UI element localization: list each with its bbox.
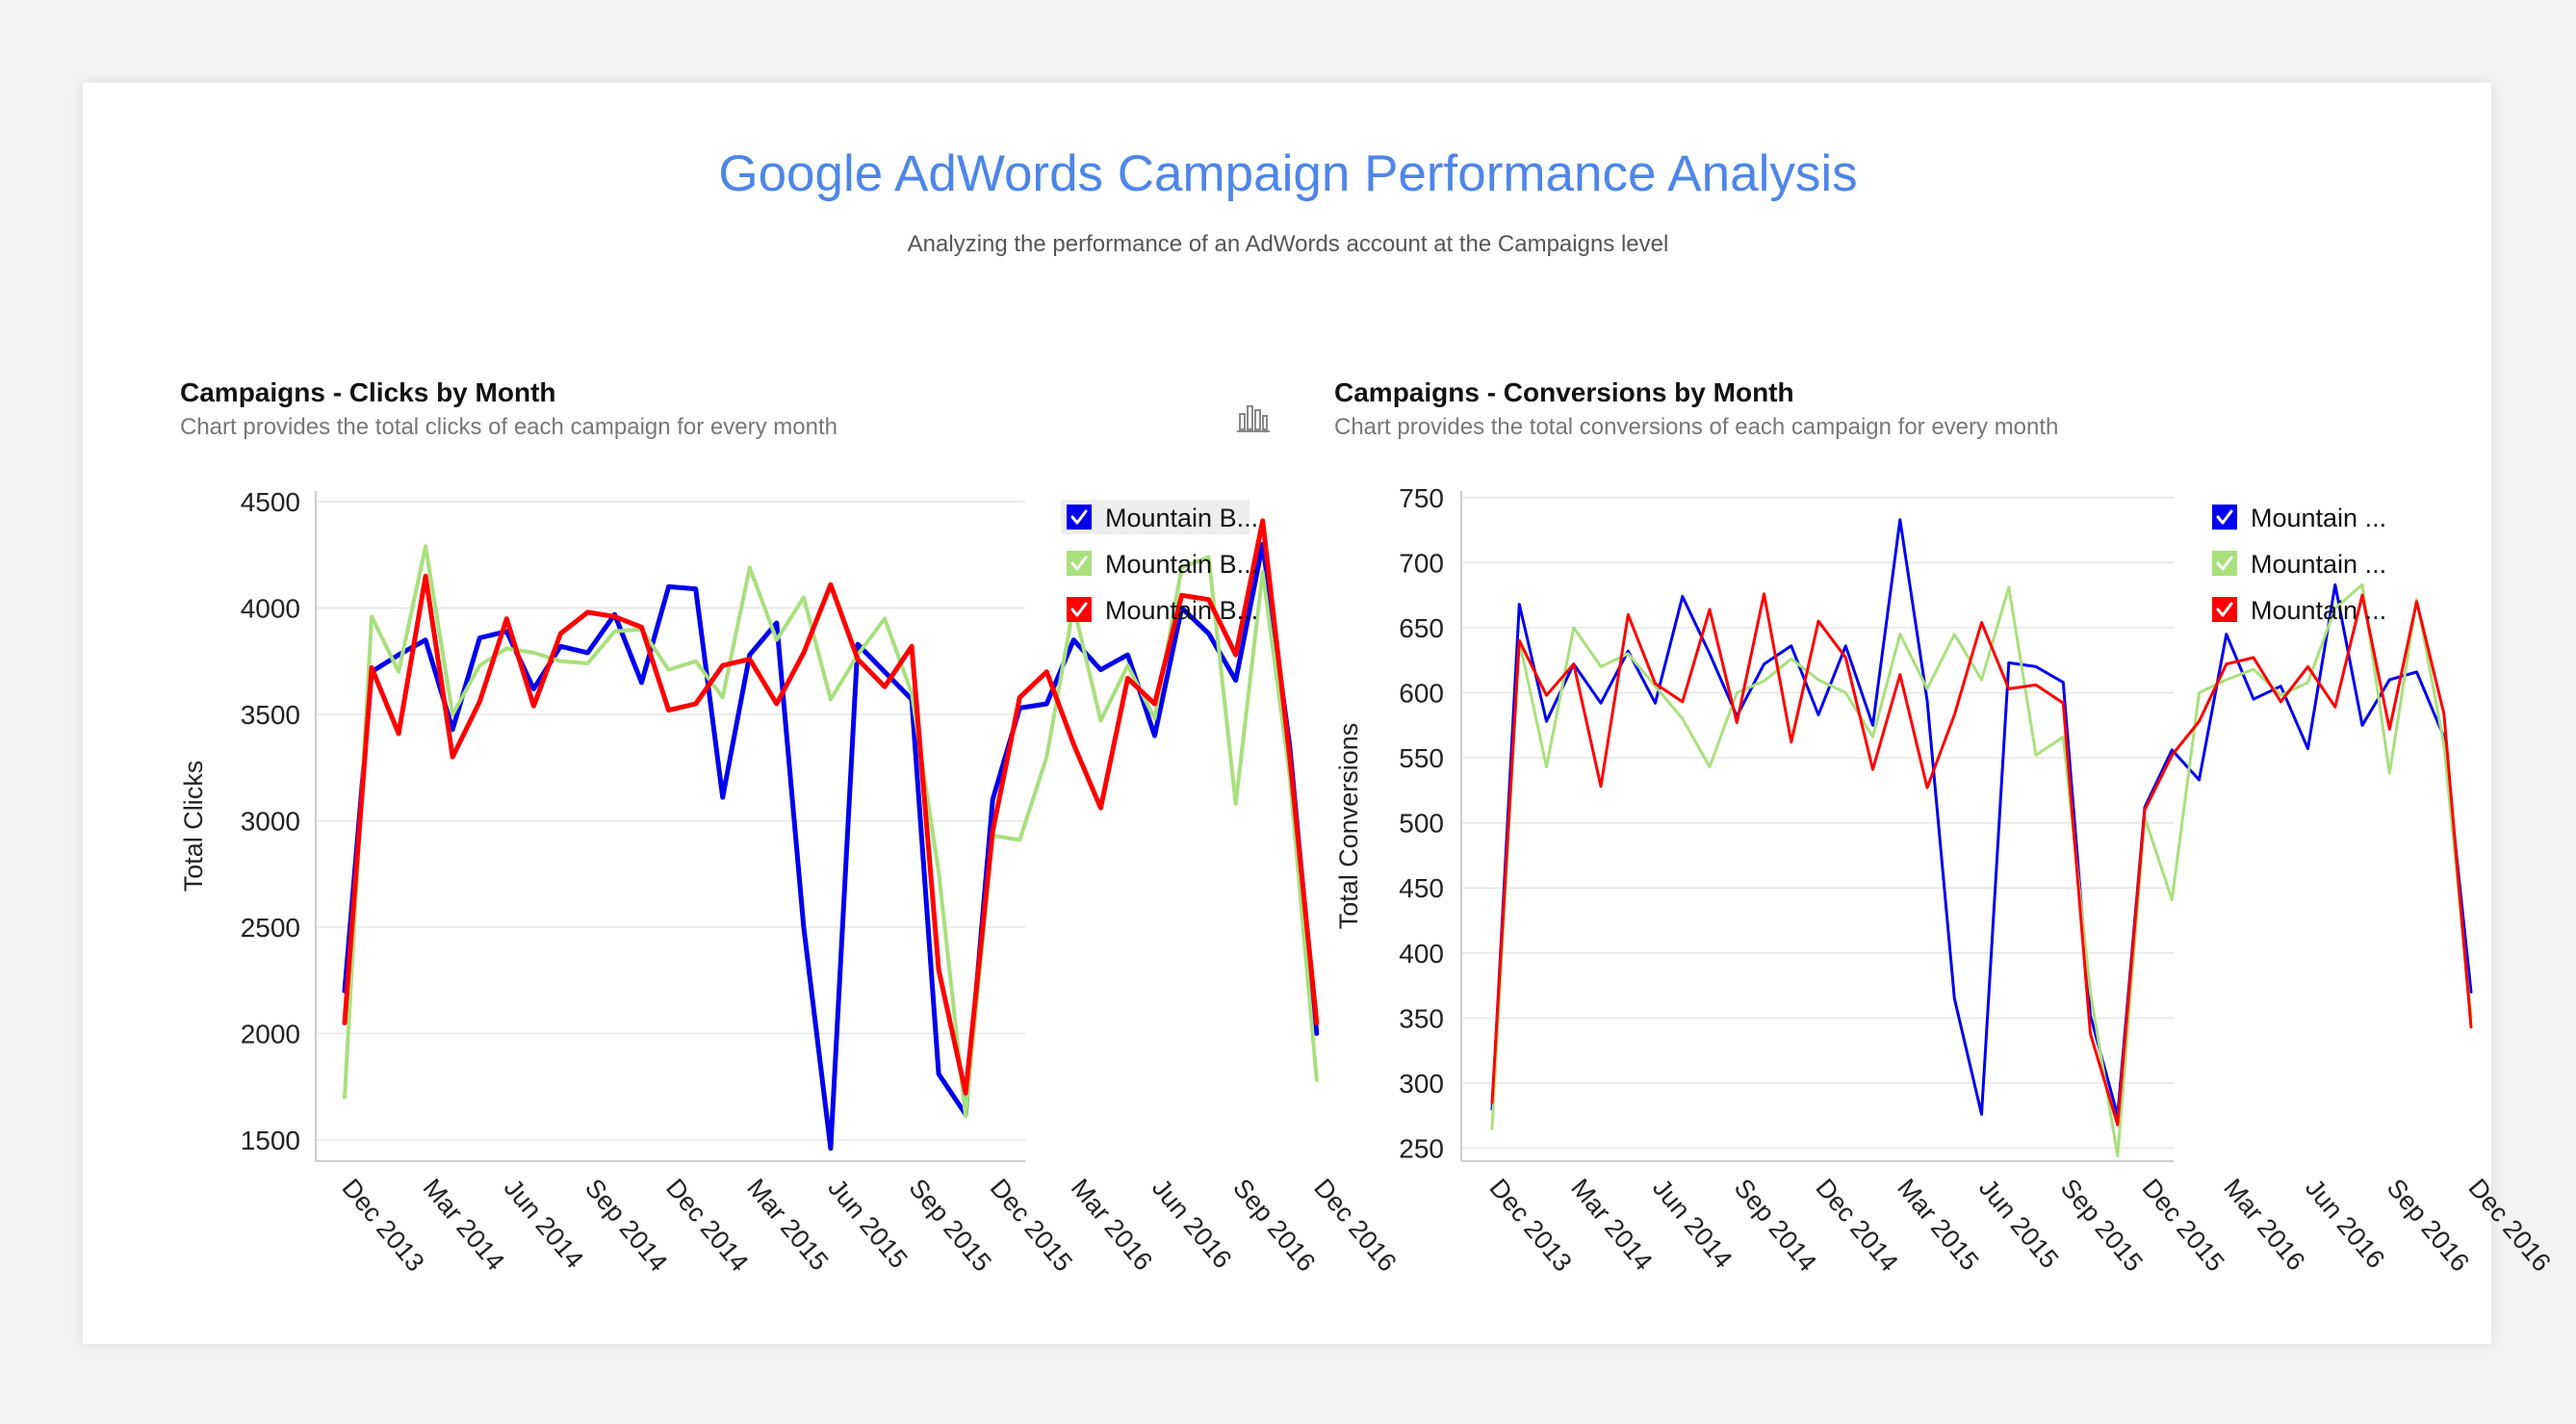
conversions-legend-checkbox bbox=[2212, 597, 2237, 622]
checkmark-icon bbox=[2216, 556, 2233, 571]
bar-chart-icon[interactable] bbox=[1236, 402, 1271, 438]
conversions-x-tick-label: Dec 2016 bbox=[2462, 1174, 2556, 1278]
conversions-y-tick-label: 350 bbox=[1399, 1003, 1444, 1033]
clicks-series-line-3 bbox=[342, 518, 1320, 1096]
conversions-x-tick-label: Sep 2016 bbox=[2382, 1174, 2475, 1278]
conversions-legend-item[interactable]: Mountain ... bbox=[2212, 550, 2386, 579]
conversions-y-tick-label: 650 bbox=[1399, 613, 1444, 643]
clicks-legend-label: Mountain B... bbox=[1105, 504, 1258, 532]
conversions-y-tick-label: 700 bbox=[1399, 548, 1444, 578]
conversions-series-line-1 bbox=[1490, 518, 2473, 1118]
conversions-y-axis-label: Total Conversions bbox=[1334, 723, 1363, 930]
conversions-chart-title: Campaigns - Conversions by Month bbox=[1334, 377, 1794, 407]
conversions-y-tick-label: 400 bbox=[1399, 939, 1444, 969]
conversions-legend-label: Mountain ... bbox=[2251, 550, 2386, 579]
page-subtitle: Analyzing the performance of an AdWords … bbox=[907, 231, 1669, 257]
conversions-series-line-3 bbox=[1490, 592, 2473, 1126]
conversions-y-tick-label: 750 bbox=[1399, 483, 1444, 513]
clicks-chart-title: Campaigns - Clicks by Month bbox=[180, 377, 556, 407]
clicks-legend-checkbox bbox=[1067, 551, 1092, 576]
conversions-y-tick-label: 250 bbox=[1399, 1133, 1444, 1163]
conversions-x-tick-label: Sep 2015 bbox=[2055, 1174, 2149, 1278]
clicks-y-axis-label: Total Clicks bbox=[179, 761, 208, 893]
page-title: Google AdWords Campaign Performance Anal… bbox=[718, 145, 1858, 202]
clicks-series-line-2 bbox=[343, 544, 1319, 1119]
conversions-legend-label: Mountain ... bbox=[2251, 504, 2386, 532]
clicks-y-tick-label: 2000 bbox=[241, 1019, 300, 1049]
clicks-legend-checkbox bbox=[1067, 597, 1092, 622]
clicks-legend-item[interactable]: Mountain B... bbox=[1067, 596, 1258, 625]
conversions-x-tick-label: Mar 2014 bbox=[1565, 1174, 1658, 1277]
clicks-x-tick-label: Dec 2014 bbox=[660, 1174, 754, 1278]
conversions-y-tick-label: 500 bbox=[1399, 809, 1444, 839]
clicks-x-tick-label: Jun 2014 bbox=[499, 1174, 589, 1274]
conversions-x-tick-label: Jun 2016 bbox=[2300, 1174, 2390, 1274]
clicks-x-tick-label: Dec 2016 bbox=[1308, 1174, 1402, 1278]
clicks-series-line-1 bbox=[342, 541, 1320, 1152]
clicks-y-tick-label: 3000 bbox=[241, 806, 300, 836]
conversions-x-tick-label: Dec 2014 bbox=[1810, 1174, 1903, 1278]
conversions-y-tick-label: 450 bbox=[1399, 873, 1444, 903]
clicks-y-tick-label: 3500 bbox=[241, 700, 300, 730]
conversions-series-line-2 bbox=[1490, 583, 2473, 1158]
conversions-legend-item[interactable]: Mountain ... bbox=[2212, 596, 2386, 625]
checkmark-icon bbox=[2216, 509, 2233, 525]
clicks-legend-label: Mountain B... bbox=[1105, 550, 1258, 579]
clicks-y-tick-label: 4500 bbox=[241, 487, 300, 517]
checkmark-icon bbox=[1070, 602, 1088, 617]
clicks-legend-item[interactable]: Mountain B... bbox=[1067, 550, 1258, 579]
clicks-x-tick-label: Dec 2013 bbox=[336, 1174, 429, 1278]
checkmark-icon bbox=[2216, 602, 2233, 617]
checkmark-icon bbox=[1070, 556, 1088, 571]
conversions-legend-label: Mountain ... bbox=[2251, 596, 2386, 625]
clicks-chart-description: Chart provides the total clicks of each … bbox=[180, 414, 837, 440]
clicks-legend-checkbox bbox=[1067, 505, 1092, 530]
clicks-x-tick-label: Mar 2016 bbox=[1066, 1174, 1158, 1277]
conversions-y-tick-label: 550 bbox=[1399, 743, 1444, 773]
conversions-x-tick-label: Jun 2014 bbox=[1647, 1174, 1738, 1274]
conversions-legend-checkbox bbox=[2212, 505, 2237, 530]
clicks-y-tick-label: 2500 bbox=[241, 913, 300, 943]
conversions-chart: 250 300 350 400 450 500 550 600 650 700 750 Total C… bbox=[1334, 483, 2557, 1278]
clicks-chart: 1500 2000 2500 3000 3500 4000 4500 Total Clicks… bbox=[179, 487, 1402, 1277]
clicks-legend-label: Mountain B... bbox=[1105, 596, 1258, 625]
conversions-chart-description: Chart provides the total conversions of … bbox=[1334, 414, 2059, 440]
conversions-x-tick-label: Mar 2015 bbox=[1892, 1174, 1984, 1277]
clicks-x-tick-label: Sep 2015 bbox=[903, 1174, 996, 1278]
conversions-legend-checkbox bbox=[2212, 551, 2237, 576]
conversions-y-tick-label: 600 bbox=[1399, 678, 1444, 708]
clicks-x-tick-label: Dec 2015 bbox=[985, 1174, 1078, 1278]
checkmark-icon bbox=[1070, 509, 1088, 525]
conversions-legend-item[interactable]: Mountain ... bbox=[2212, 504, 2386, 532]
clicks-y-tick-label: 4000 bbox=[241, 594, 300, 624]
clicks-legend-item[interactable]: Mountain B... bbox=[1061, 500, 1258, 534]
conversions-x-tick-label: Dec 2013 bbox=[1483, 1174, 1577, 1278]
conversions-x-tick-label: Sep 2014 bbox=[1729, 1174, 1822, 1278]
clicks-x-tick-label: Mar 2014 bbox=[418, 1174, 510, 1277]
clicks-x-tick-label: Mar 2015 bbox=[741, 1174, 834, 1277]
clicks-y-tick-label: 1500 bbox=[241, 1126, 300, 1155]
clicks-x-tick-label: Jun 2015 bbox=[822, 1174, 913, 1274]
clicks-x-tick-label: Sep 2014 bbox=[580, 1174, 673, 1278]
conversions-x-tick-label: Jun 2015 bbox=[1973, 1174, 2064, 1274]
clicks-legend-highlight bbox=[1061, 500, 1249, 534]
conversions-x-tick-label: Dec 2015 bbox=[2136, 1174, 2229, 1278]
clicks-x-tick-label: Jun 2016 bbox=[1146, 1174, 1237, 1274]
conversions-y-tick-label: 300 bbox=[1399, 1069, 1444, 1099]
clicks-x-tick-label: Sep 2016 bbox=[1227, 1174, 1321, 1278]
conversions-x-tick-label: Mar 2016 bbox=[2218, 1174, 2310, 1277]
